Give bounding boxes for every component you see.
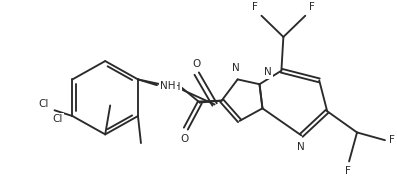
Text: F: F [252,2,258,12]
Text: NH: NH [160,81,175,91]
Text: O: O [181,134,189,144]
Text: N: N [232,63,239,73]
Text: Cl: Cl [38,99,48,109]
Text: Cl: Cl [52,114,62,124]
Text: O: O [193,59,201,69]
Text: F: F [309,2,315,12]
Text: N: N [297,142,305,152]
Text: F: F [345,166,351,176]
Text: NH: NH [165,82,181,92]
Text: F: F [389,135,395,145]
Text: N: N [264,67,272,77]
